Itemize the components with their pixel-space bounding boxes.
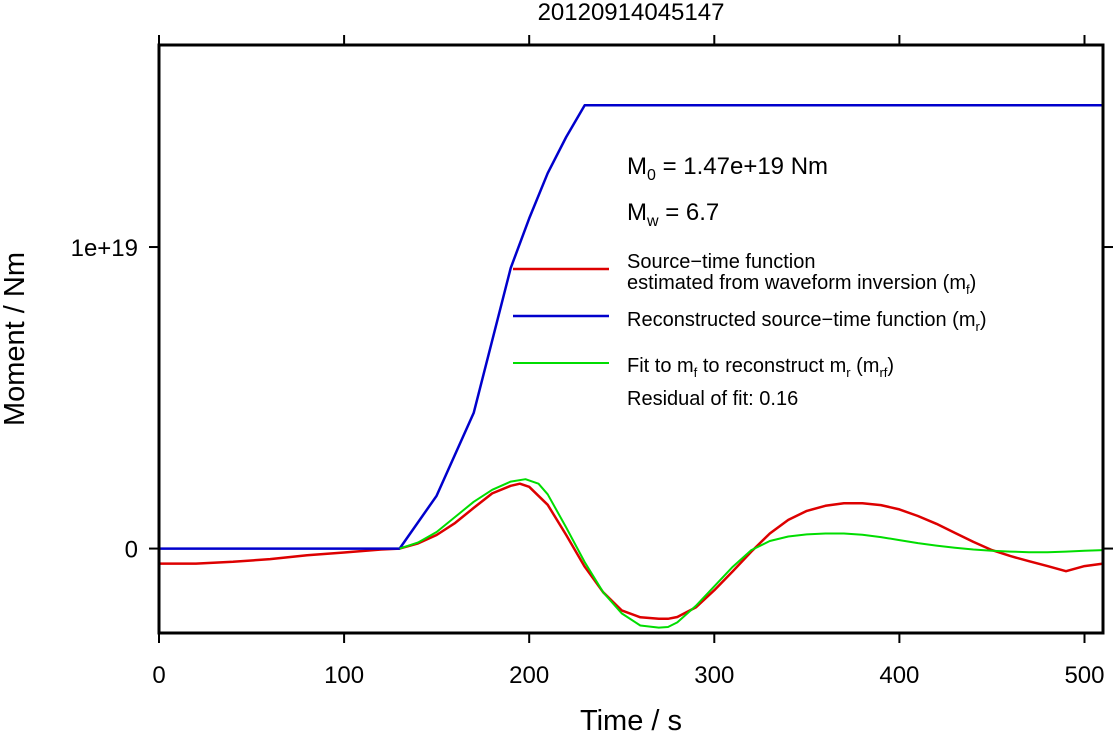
legend-green-label: Fit to mf to reconstruct mr (mrf) xyxy=(627,355,894,380)
legend-red-line1: Source−time function xyxy=(627,251,815,273)
mw-annotation: Mw = 6.7 xyxy=(627,199,719,230)
series-line-green xyxy=(399,478,1104,629)
plot-frame xyxy=(157,43,1105,635)
x-axis-label: Time / s xyxy=(580,705,682,734)
x-tick-label: 200 xyxy=(509,662,549,689)
legend-red-line2: estimated from waveform inversion (mf) xyxy=(627,272,976,297)
y-tick-label: 0 xyxy=(125,537,138,564)
mw-value: = 6.7 xyxy=(659,199,720,226)
y-axis-label: Moment / Nm xyxy=(0,252,31,426)
series-line-red xyxy=(159,482,1104,621)
mw-subscript: w xyxy=(646,213,659,230)
series-layer xyxy=(159,104,1104,629)
y-tick-label: 1e+19 xyxy=(71,235,138,262)
x-tick-label: 0 xyxy=(152,662,165,689)
m0-annotation: M0 = 1.47e+19 Nm xyxy=(627,153,828,184)
legend: Source−time function estimated from wave… xyxy=(513,251,987,410)
x-tick-label: 100 xyxy=(324,662,364,689)
x-tick-label: 300 xyxy=(694,662,734,689)
axis-ticks: 0 100 200 300 400 500 0 1e+19 xyxy=(71,35,1113,689)
x-tick-label: 400 xyxy=(879,662,919,689)
m0-subscript: 0 xyxy=(647,167,656,184)
residual-annotation: Residual of fit: 0.16 xyxy=(627,388,798,410)
m0-symbol: M xyxy=(627,153,647,180)
m0-value: = 1.47e+19 Nm xyxy=(656,153,828,180)
x-tick-label: 500 xyxy=(1064,662,1104,689)
chart-title: 20120914045147 xyxy=(538,0,725,26)
legend-blue-label: Reconstructed source−time function (mr) xyxy=(627,309,987,334)
mw-symbol: M xyxy=(627,199,647,226)
